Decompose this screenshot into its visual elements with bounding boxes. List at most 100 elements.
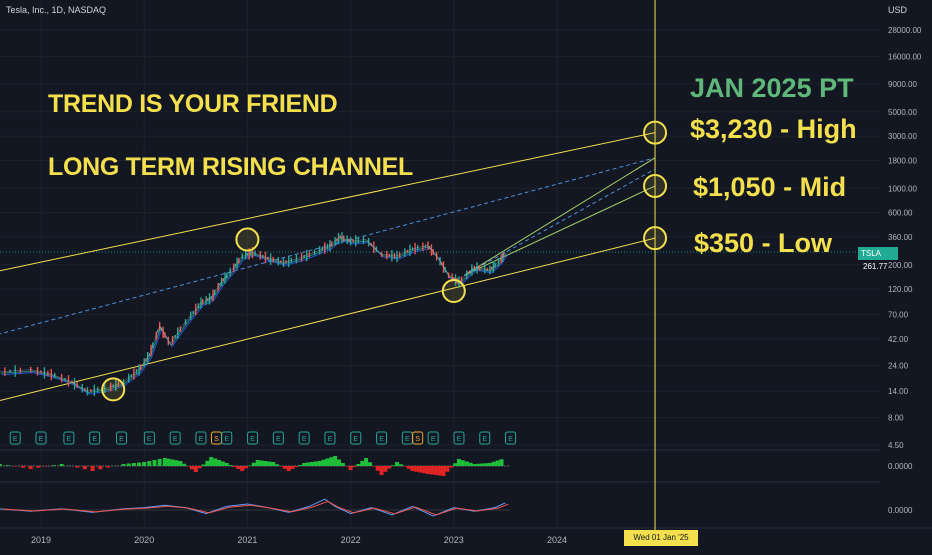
y-tick-label: 600.00	[888, 209, 913, 218]
oscillator-1-bar	[449, 466, 453, 468]
touch-point-circle	[644, 227, 666, 249]
target-low-label: $350 - Low	[694, 228, 832, 259]
price-tag-symbol: TSLA	[858, 247, 881, 260]
oscillator-1-bar	[171, 460, 175, 467]
oscillator-1-bar	[178, 461, 182, 466]
x-tick-label: 2024	[547, 535, 567, 545]
earnings-marker: E	[506, 432, 516, 444]
event-marker-label: E	[405, 436, 410, 443]
touch-point-circle	[644, 122, 666, 144]
price-line	[0, 237, 505, 391]
oscillator-1-bar	[29, 466, 33, 469]
event-marker-label: E	[250, 436, 255, 443]
oscillator-1-bar	[252, 463, 256, 466]
oscillator-1-bar	[75, 466, 79, 468]
oscillator-1-bar	[457, 459, 461, 466]
oscillator-1-bar	[202, 465, 206, 467]
earnings-marker: E	[10, 432, 20, 444]
event-marker-label: E	[13, 436, 18, 443]
target-high-label: $3,230 - High	[690, 114, 857, 145]
earnings-marker: E	[222, 432, 232, 444]
oscillator-2-signal-line	[3, 501, 509, 514]
forecast-dashed-line	[464, 169, 655, 275]
oscillator-1-bar	[298, 465, 302, 466]
oscillator-1-bar	[190, 466, 194, 469]
event-marker-label: E	[92, 436, 97, 443]
earnings-marker: E	[64, 432, 74, 444]
oscillator-1-bar	[240, 466, 244, 471]
y-tick-label: 200.00	[888, 261, 913, 270]
oscillator-1-bar	[302, 463, 306, 466]
event-marker-label: E	[431, 436, 436, 443]
oscillator-1-bar	[233, 466, 237, 467]
earnings-marker: E	[299, 432, 309, 444]
oscillator-1-bar	[337, 460, 341, 467]
oscillator-1-bar	[333, 456, 337, 466]
earnings-marker: E	[170, 432, 180, 444]
event-marker-label: E	[173, 436, 178, 443]
x-tick-label: 2021	[237, 535, 257, 545]
oscillator-1-bar	[283, 466, 287, 469]
oscillator-1-bar	[60, 464, 64, 466]
oscillator-1-bar	[496, 461, 500, 467]
oscillator-1-bar	[430, 466, 434, 475]
oscillator-1-bar	[360, 461, 364, 466]
oscillator-1-bar	[5, 465, 9, 466]
event-marker-label: E	[302, 436, 307, 443]
oscillator-1-bar	[383, 466, 387, 472]
oscillator-1-bar	[229, 465, 233, 466]
oscillator-1-bar	[318, 461, 322, 466]
oscillator-1-bar	[263, 461, 267, 466]
oscillator-1-bar	[484, 463, 488, 466]
oscillator-1-bar	[167, 459, 171, 466]
oscillator-layer	[0, 456, 510, 516]
event-marker-label: E	[67, 436, 72, 443]
oscillator-1-bar	[480, 464, 484, 467]
earnings-marker: E	[144, 432, 154, 444]
oscillator-1-bar	[147, 461, 151, 466]
oscillator-1-bar	[418, 466, 422, 473]
last-price-tag: TSLA 261.77	[858, 247, 898, 260]
earnings-marker: E	[351, 432, 361, 444]
y-tick-label: 360.00	[888, 233, 913, 242]
oscillator-1-bar	[465, 462, 469, 467]
oscillator-1-bar	[244, 466, 248, 468]
oscillator-1-bar	[322, 460, 326, 466]
oscillator-1-bar	[445, 466, 449, 472]
split-marker: S	[413, 432, 423, 444]
oscillator-1-bar	[461, 460, 465, 466]
oscillator-1-bar	[453, 463, 457, 466]
moving-average-fast	[1, 238, 507, 392]
oscillator-1-bar	[287, 466, 291, 471]
price-tag-value: 261.77	[858, 260, 887, 273]
oscillator-1-bar	[127, 464, 131, 467]
oscillator-1-bar	[153, 460, 157, 466]
oscillator-1-bar	[325, 459, 329, 467]
oscillator-1-bar	[368, 462, 372, 466]
earnings-marker: E	[116, 432, 126, 444]
y-tick-label: 9000.00	[888, 80, 917, 89]
oscillator-1-bar	[422, 466, 426, 473]
oscillator-1-bar	[411, 466, 415, 471]
earnings-marker: E	[325, 432, 335, 444]
oscillator-1-bar	[472, 464, 476, 466]
earnings-marker: E	[90, 432, 100, 444]
event-marker-label: E	[119, 436, 124, 443]
oscillator-1-bar	[349, 466, 353, 470]
oscillator-1-bar	[52, 465, 56, 466]
oscillator-1-bar	[438, 466, 442, 476]
oscillator-1-bar	[182, 464, 186, 466]
earnings-marker: E	[273, 432, 283, 444]
oscillator-1-bar	[434, 466, 438, 475]
oscillator-1-bar	[225, 463, 229, 466]
oscillator-1-bar	[492, 462, 496, 466]
event-marker-label: E	[379, 436, 384, 443]
crosshair-date-tag: Wed 01 Jan '25	[624, 530, 698, 546]
oscillator-1-bar	[221, 462, 225, 467]
oscillator-1-bar	[21, 466, 25, 468]
oscillator-1-bar	[174, 460, 178, 466]
oscillator-1-bar	[441, 466, 445, 476]
oscillator-1-bar	[248, 466, 252, 467]
oscillator-1-tick: 0.0000	[888, 462, 913, 471]
